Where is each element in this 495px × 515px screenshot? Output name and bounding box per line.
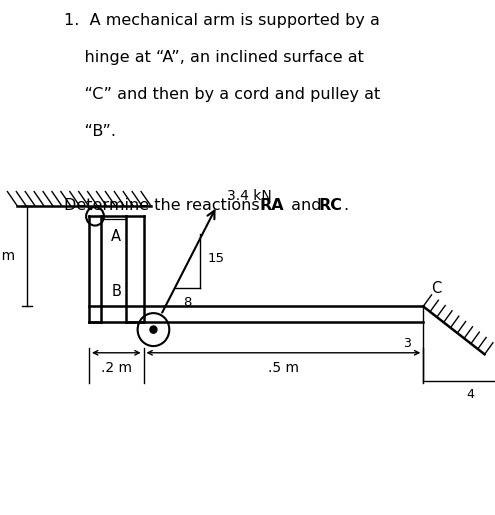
Text: .5 m: .5 m: [268, 360, 299, 374]
Text: 4: 4: [467, 388, 475, 401]
Circle shape: [150, 326, 157, 333]
Text: RC: RC: [318, 198, 342, 213]
Text: 3.4 kN: 3.4 kN: [227, 190, 271, 203]
Text: 15: 15: [207, 252, 224, 265]
Text: .6 m: .6 m: [0, 249, 15, 263]
Text: Determine the reactions: Determine the reactions: [64, 198, 265, 213]
Text: hinge at “A”, an inclined surface at: hinge at “A”, an inclined surface at: [64, 50, 364, 65]
Text: RA: RA: [260, 198, 285, 213]
Text: 8: 8: [183, 296, 192, 309]
Text: “B”.: “B”.: [64, 124, 116, 139]
Text: and: and: [286, 198, 327, 213]
Text: 3: 3: [403, 337, 411, 350]
Text: “C” and then by a cord and pulley at: “C” and then by a cord and pulley at: [64, 87, 381, 102]
Text: A: A: [111, 229, 121, 244]
Text: C: C: [431, 281, 441, 296]
Text: 1.  A mechanical arm is supported by a: 1. A mechanical arm is supported by a: [64, 13, 380, 28]
Text: B: B: [111, 284, 121, 299]
Text: .2 m: .2 m: [101, 360, 132, 374]
Text: .: .: [343, 198, 348, 213]
